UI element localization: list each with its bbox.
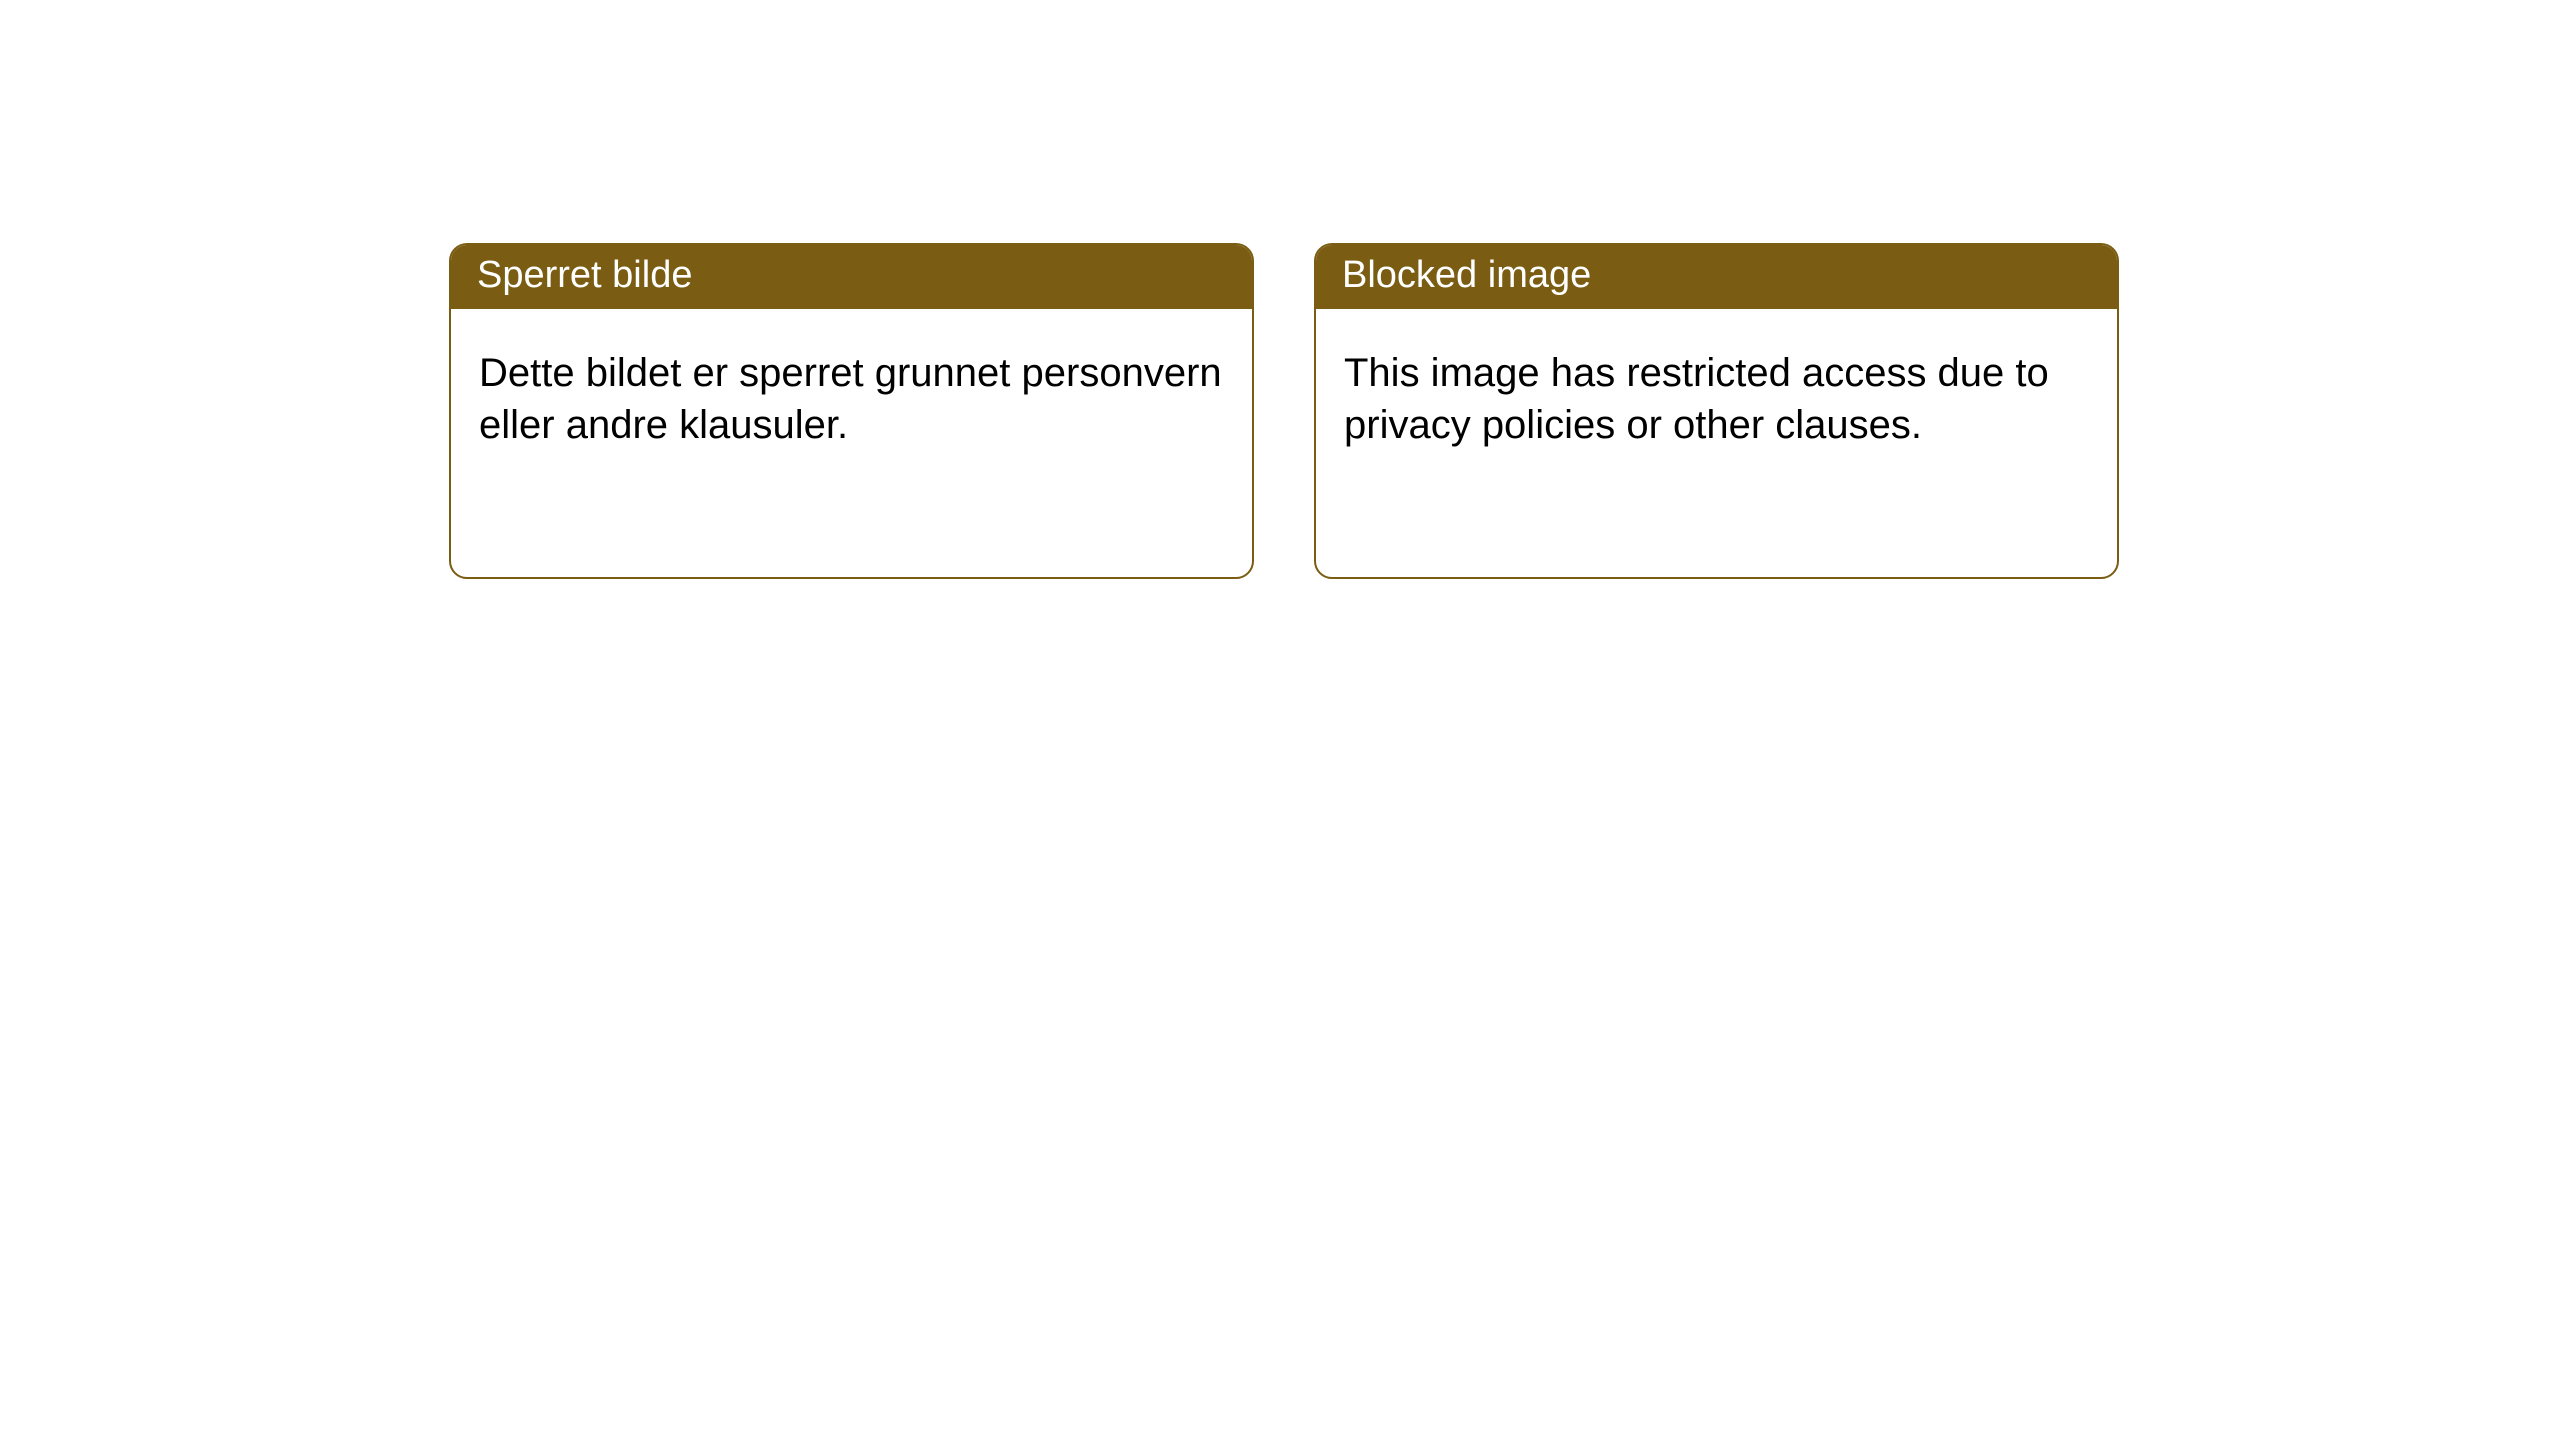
notice-card-body: This image has restricted access due to … — [1316, 309, 2117, 479]
notice-card-no: Sperret bilde Dette bildet er sperret gr… — [449, 243, 1254, 579]
notice-card-en: Blocked image This image has restricted … — [1314, 243, 2119, 579]
notice-card-header: Sperret bilde — [451, 245, 1252, 309]
notice-card-header: Blocked image — [1316, 245, 2117, 309]
notice-card-container: Sperret bilde Dette bildet er sperret gr… — [0, 0, 2560, 579]
notice-card-body: Dette bildet er sperret grunnet personve… — [451, 309, 1252, 479]
